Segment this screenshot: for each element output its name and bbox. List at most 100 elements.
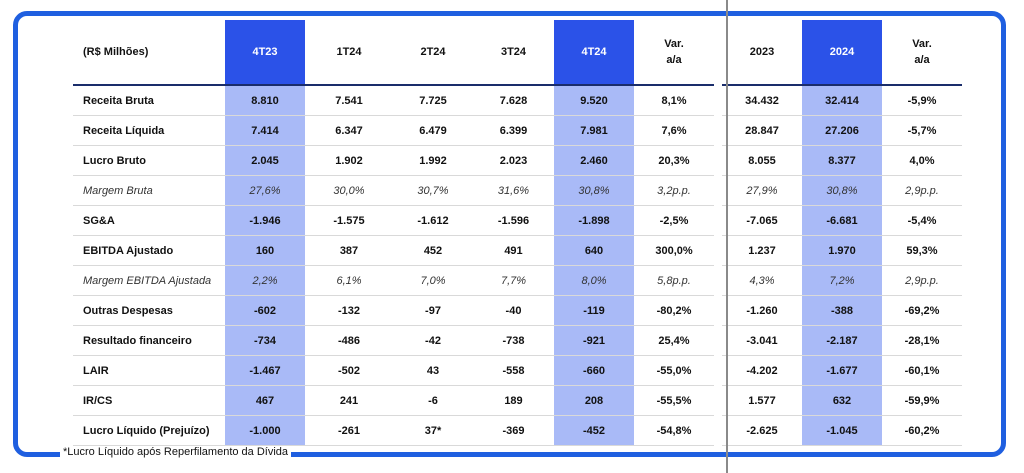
header-units: (R$ Milhões) <box>73 20 225 86</box>
table-cell: 2,9p.p. <box>882 265 962 296</box>
table-cell: -55,0% <box>634 355 714 386</box>
table-cell: -1.677 <box>802 355 882 386</box>
table-cell: -40 <box>473 295 554 326</box>
table-cell: -1.467 <box>225 355 305 386</box>
table-cell: 4,3% <box>722 265 802 296</box>
table-cell: 7.541 <box>305 85 393 116</box>
column-gap <box>714 265 722 296</box>
row-label: IR/CS <box>73 385 225 416</box>
table-cell: 30,0% <box>305 175 393 206</box>
table-cell: -660 <box>554 355 634 386</box>
table-cell: 2.023 <box>473 145 554 176</box>
table-cell: -4.202 <box>722 355 802 386</box>
table-cell: 9.520 <box>554 85 634 116</box>
table-cell: -921 <box>554 325 634 356</box>
table-cell: 27,6% <box>225 175 305 206</box>
table-cell: -1.045 <box>802 415 882 446</box>
row-label: LAIR <box>73 355 225 386</box>
row-label: EBITDA Ajustado <box>73 235 225 266</box>
row-label: Resultado financeiro <box>73 325 225 356</box>
table-cell: 8.055 <box>722 145 802 176</box>
table-cell: 2.045 <box>225 145 305 176</box>
table-cell: 1.992 <box>393 145 473 176</box>
row-label: Lucro Bruto <box>73 145 225 176</box>
row-label: Margem Bruta <box>73 175 225 206</box>
table-row: Lucro Bruto 2.045 1.902 1.992 2.023 2.460 20,3… <box>73 145 962 176</box>
table-row: Lucro Líquido (Prejuízo) -1.000 -261 37* -36… <box>73 415 962 446</box>
table-cell: -42 <box>393 325 473 356</box>
table-cell: 7.628 <box>473 85 554 116</box>
table-cell: 241 <box>305 385 393 416</box>
table-cell: -2.625 <box>722 415 802 446</box>
column-gap <box>714 235 722 266</box>
table-cell: -1.596 <box>473 205 554 236</box>
table-cell: -558 <box>473 355 554 386</box>
table-cell: 208 <box>554 385 634 416</box>
table-cell: -261 <box>305 415 393 446</box>
table-cell: -502 <box>305 355 393 386</box>
table-cell: -97 <box>393 295 473 326</box>
table-cell: 6,1% <box>305 265 393 296</box>
column-gap <box>714 295 722 326</box>
row-label: Lucro Líquido (Prejuízo) <box>73 415 225 446</box>
table-cell: 7.414 <box>225 115 305 146</box>
table-cell: -6 <box>393 385 473 416</box>
column-gap <box>714 355 722 386</box>
table-cell: 3,2p.p. <box>634 175 714 206</box>
table-cell: 8,1% <box>634 85 714 116</box>
row-label: SG&A <box>73 205 225 236</box>
table-cell: 4,0% <box>882 145 962 176</box>
row-label: Receita Líquida <box>73 115 225 146</box>
table-cell: -5,9% <box>882 85 962 116</box>
header-2023: 2023 <box>722 20 802 86</box>
table-row: Outras Despesas -602 -132 -97 -40 -119 -80,2% -… <box>73 295 962 326</box>
table-cell: 7,7% <box>473 265 554 296</box>
footnote: *Lucro Líquido após Reperfilamento da Dí… <box>60 446 292 458</box>
table-row: IR/CS 467 241 -6 189 208 -55,5% 1.577 632 -59,9% <box>73 385 962 416</box>
table-cell: 2,2% <box>225 265 305 296</box>
table-cell: 32.414 <box>802 85 882 116</box>
table-cell: 7,0% <box>393 265 473 296</box>
table-cell: -1.946 <box>225 205 305 236</box>
column-gap <box>714 175 722 206</box>
table-cell: 300,0% <box>634 235 714 266</box>
table-cell: 2,9p.p. <box>882 175 962 206</box>
table-cell: -2,5% <box>634 205 714 236</box>
table-cell: -60,1% <box>882 355 962 386</box>
header-2024: 2024 <box>802 20 882 86</box>
header-row: (R$ Milhões) 4T23 1T24 2T24 3T24 4T24 Va… <box>73 20 962 86</box>
table-cell: 1.970 <box>802 235 882 266</box>
table-cell: -369 <box>473 415 554 446</box>
column-gap <box>714 85 722 116</box>
table-cell: 387 <box>305 235 393 266</box>
table-cell: 1.237 <box>722 235 802 266</box>
table-cell: 8,0% <box>554 265 634 296</box>
table-cell: 6.479 <box>393 115 473 146</box>
table-cell: -60,2% <box>882 415 962 446</box>
table-cell: 2.460 <box>554 145 634 176</box>
table-cell: 189 <box>473 385 554 416</box>
table-cell: 59,3% <box>882 235 962 266</box>
column-gap <box>714 115 722 146</box>
vertical-divider <box>726 0 728 473</box>
column-gap <box>714 145 722 176</box>
table-cell: 1.902 <box>305 145 393 176</box>
table-cell: 28.847 <box>722 115 802 146</box>
row-label: Margem EBITDA Ajustada <box>73 265 225 296</box>
table-cell: -132 <box>305 295 393 326</box>
table-cell: 467 <box>225 385 305 416</box>
table-cell: 6.399 <box>473 115 554 146</box>
table-cell: -69,2% <box>882 295 962 326</box>
table-cell: -55,5% <box>634 385 714 416</box>
row-label: Receita Bruta <box>73 85 225 116</box>
table-cell: -738 <box>473 325 554 356</box>
table-cell: -80,2% <box>634 295 714 326</box>
table-cell: -1.898 <box>554 205 634 236</box>
table-cell: 31,6% <box>473 175 554 206</box>
table-cell: -1.612 <box>393 205 473 236</box>
table-cell: 160 <box>225 235 305 266</box>
table-cell: 452 <box>393 235 473 266</box>
table-cell: 27.206 <box>802 115 882 146</box>
table-row: Receita Líquida 7.414 6.347 6.479 6.399 7.981… <box>73 115 962 146</box>
table-row: EBITDA Ajustado 160 387 452 491 640 300,0% 1.23… <box>73 235 962 266</box>
